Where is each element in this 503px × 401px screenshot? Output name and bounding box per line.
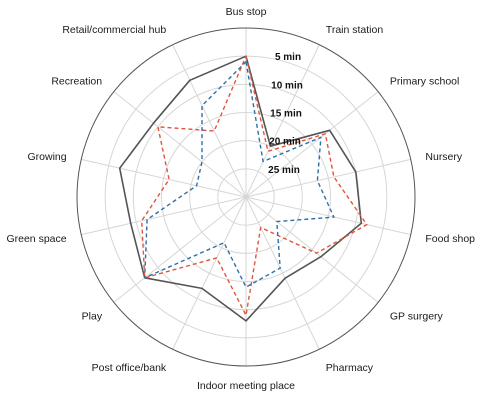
category-label: GP surgery — [390, 311, 444, 323]
spoke — [245, 196, 320, 350]
tick-label: 20 min — [269, 137, 301, 148]
spoke — [245, 196, 379, 303]
category-label: Retail/commercial hub — [62, 24, 166, 36]
category-label: Train station — [326, 24, 384, 36]
spoke — [113, 196, 247, 303]
category-label: Food shop — [425, 233, 475, 245]
tick-label: 5 min — [275, 52, 301, 63]
series-line-3 — [143, 61, 335, 288]
outer-ring — [76, 27, 416, 367]
spoke — [81, 158, 247, 198]
tick-label: 15 min — [270, 109, 302, 120]
spoke — [172, 196, 247, 350]
category-label: Indoor meeting place — [197, 380, 295, 392]
tick-label-layer: 5 min 10 min 15 min 20 min 25 min — [268, 52, 303, 176]
category-label: Pharmacy — [326, 362, 374, 374]
category-label: Play — [82, 311, 103, 323]
tick-label: 10 min — [271, 80, 303, 91]
series-line-2 — [140, 55, 368, 316]
category-label: Bus stop — [226, 6, 267, 18]
category-label: Post office/bank — [92, 362, 167, 374]
tick-label: 25 min — [268, 165, 300, 176]
grid-layer — [76, 27, 416, 367]
spoke — [113, 91, 247, 198]
category-label: Recreation — [51, 75, 102, 87]
spoke — [245, 196, 411, 236]
spoke — [245, 91, 379, 198]
spoke — [245, 158, 411, 198]
category-label: Primary school — [390, 75, 459, 87]
series-layer — [118, 55, 368, 322]
category-label: Green space — [6, 233, 66, 245]
series-line-1 — [118, 55, 363, 322]
spoke — [245, 44, 320, 198]
category-label: Growing — [27, 151, 66, 163]
spoke — [81, 196, 247, 236]
category-label: Nursery — [425, 151, 463, 163]
category-label-layer: Bus stop Train station Primary school Nurse… — [6, 6, 475, 392]
spoke — [172, 44, 247, 198]
